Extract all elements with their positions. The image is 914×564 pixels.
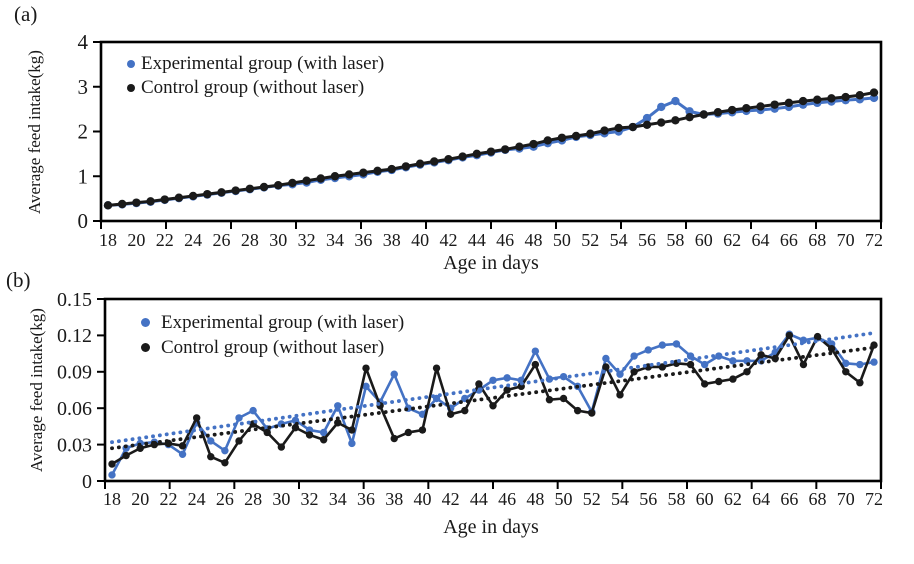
panel-a-legend: Experimental group (with laser) Control … <box>127 52 384 100</box>
svg-text:4: 4 <box>78 30 89 54</box>
legend-item-experimental: Experimental group (with laser) <box>141 310 404 335</box>
svg-text:42: 42 <box>442 489 460 509</box>
svg-text:68: 68 <box>808 230 826 250</box>
svg-text:54: 54 <box>610 230 628 250</box>
svg-text:2: 2 <box>78 120 89 144</box>
svg-text:36: 36 <box>357 489 375 509</box>
svg-text:54: 54 <box>611 489 629 509</box>
svg-text:32: 32 <box>298 230 316 250</box>
svg-text:52: 52 <box>583 489 601 509</box>
svg-text:28: 28 <box>244 489 262 509</box>
svg-text:50: 50 <box>555 489 573 509</box>
svg-text:66: 66 <box>780 230 798 250</box>
svg-text:58: 58 <box>667 489 685 509</box>
panel-b-x-axis-title: Age in days <box>443 516 539 538</box>
svg-text:60: 60 <box>696 489 714 509</box>
svg-text:0.15: 0.15 <box>57 289 92 311</box>
legend-item-label: Experimental group (with laser) <box>141 53 385 74</box>
svg-text:18: 18 <box>99 230 117 250</box>
svg-text:28: 28 <box>241 230 259 250</box>
legend-item-control: Control group (without laser) <box>141 335 404 360</box>
svg-text:72: 72 <box>865 230 883 250</box>
svg-text:46: 46 <box>498 489 516 509</box>
svg-text:64: 64 <box>752 489 770 509</box>
legend-item-label: Control group (without laser) <box>141 77 365 98</box>
svg-text:60: 60 <box>695 230 713 250</box>
legend-item-label: Experimental group (with laser) <box>161 311 405 333</box>
svg-text:3: 3 <box>78 75 89 99</box>
svg-text:52: 52 <box>581 230 599 250</box>
svg-text:26: 26 <box>216 489 234 509</box>
svg-text:40: 40 <box>413 489 431 509</box>
svg-text:18: 18 <box>103 489 121 509</box>
panel-a-label: (a) <box>14 2 38 26</box>
svg-text:48: 48 <box>525 230 543 250</box>
svg-text:26: 26 <box>212 230 230 250</box>
legend-item-label: Control group (without laser) <box>161 336 385 358</box>
svg-text:0.06: 0.06 <box>57 398 92 420</box>
svg-text:0.12: 0.12 <box>57 325 92 347</box>
svg-text:42: 42 <box>439 230 457 250</box>
panel-a-y-axis-title: Average feed intake(kg) <box>25 50 44 214</box>
svg-text:40: 40 <box>411 230 429 250</box>
svg-text:38: 38 <box>385 489 403 509</box>
legend-item-control: Control group (without laser) <box>127 76 384 100</box>
svg-text:24: 24 <box>184 230 202 250</box>
panel-a-x-axis-title: Age in days <box>443 252 539 274</box>
svg-text:70: 70 <box>837 489 855 509</box>
panel-b-label: (b) <box>6 268 31 292</box>
svg-text:0: 0 <box>78 209 89 233</box>
svg-text:34: 34 <box>329 489 347 509</box>
svg-text:70: 70 <box>837 230 855 250</box>
svg-text:30: 30 <box>272 489 290 509</box>
svg-text:34: 34 <box>326 230 344 250</box>
svg-text:48: 48 <box>526 489 544 509</box>
legend-item-experimental: Experimental group (with laser) <box>127 52 384 76</box>
svg-text:68: 68 <box>809 489 827 509</box>
svg-text:58: 58 <box>666 230 684 250</box>
svg-text:36: 36 <box>354 230 372 250</box>
control-series-dot-icon <box>127 84 135 92</box>
svg-text:0: 0 <box>82 471 92 493</box>
svg-text:64: 64 <box>752 230 770 250</box>
svg-text:38: 38 <box>383 230 401 250</box>
svg-text:62: 62 <box>724 489 742 509</box>
svg-text:50: 50 <box>553 230 571 250</box>
svg-text:44: 44 <box>470 489 488 509</box>
svg-text:20: 20 <box>131 489 149 509</box>
panel-b-y-axis-title: Average feed intake(kg) <box>27 308 46 472</box>
panel-b-legend: Experimental group (with laser) Control … <box>141 310 404 360</box>
svg-text:22: 22 <box>156 230 174 250</box>
experimental-series-dot-icon <box>127 60 135 68</box>
svg-text:46: 46 <box>496 230 514 250</box>
svg-text:56: 56 <box>638 230 656 250</box>
svg-text:56: 56 <box>639 489 657 509</box>
svg-text:24: 24 <box>188 489 206 509</box>
svg-text:44: 44 <box>468 230 486 250</box>
svg-text:72: 72 <box>865 489 883 509</box>
svg-text:20: 20 <box>127 230 145 250</box>
control-series-dot-icon <box>141 343 150 352</box>
svg-text:62: 62 <box>723 230 741 250</box>
svg-text:30: 30 <box>269 230 287 250</box>
experimental-series-dot-icon <box>141 318 150 327</box>
svg-text:22: 22 <box>159 489 177 509</box>
svg-text:0.09: 0.09 <box>57 362 92 384</box>
svg-text:32: 32 <box>301 489 319 509</box>
svg-text:66: 66 <box>780 489 798 509</box>
svg-text:1: 1 <box>78 164 89 188</box>
svg-text:0.03: 0.03 <box>57 434 92 456</box>
